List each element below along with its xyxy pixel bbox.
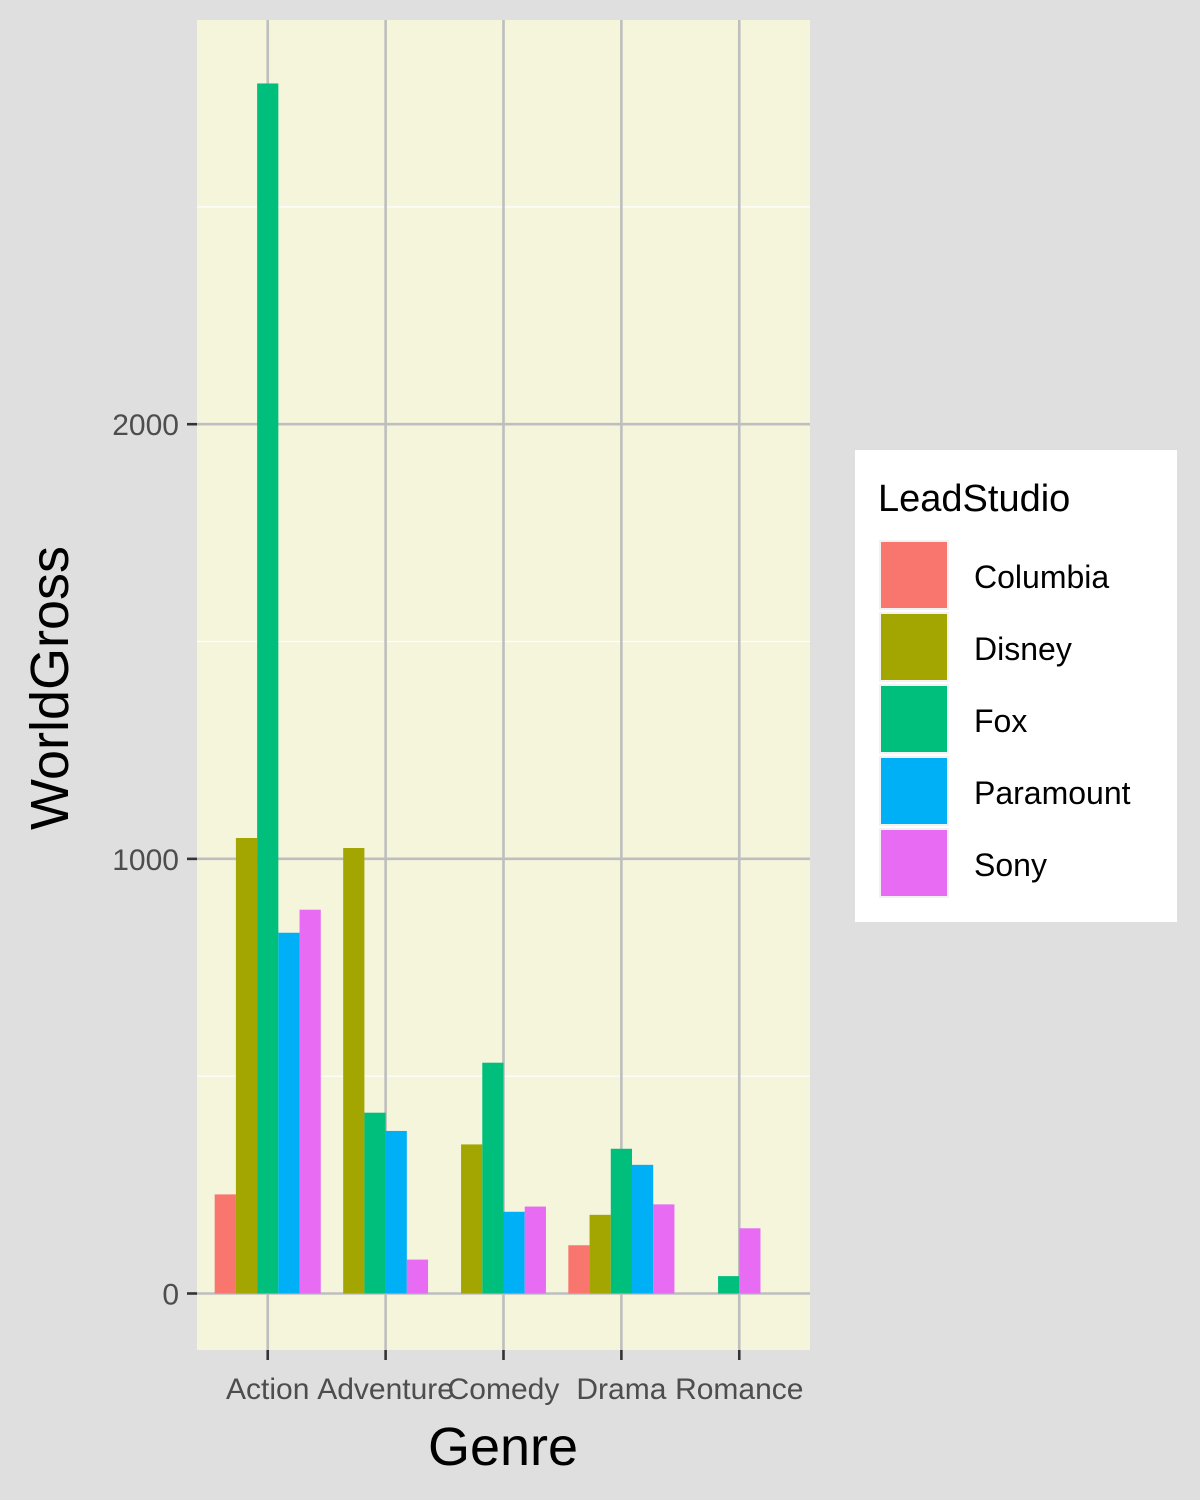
bar-drama-paramount: [631, 1164, 654, 1294]
bar-adventure-sony: [406, 1259, 429, 1294]
x-tick-label: Action: [226, 1373, 309, 1406]
legend-title: LeadStudio: [878, 478, 1070, 520]
legend-swatch-columbia: [881, 542, 947, 608]
legend-label-disney: Disney: [974, 631, 1072, 667]
x-axis-title: Genre: [428, 1417, 578, 1477]
x-tick-label: Romance: [675, 1373, 803, 1406]
x-tick-label: Drama: [576, 1373, 666, 1406]
bar-adventure-fox: [364, 1112, 386, 1294]
bar-drama-fox: [610, 1148, 632, 1294]
bar-action-columbia: [214, 1194, 236, 1294]
bar-drama-columbia: [568, 1245, 590, 1294]
legend-swatch-paramount: [881, 758, 947, 824]
x-tick-label: Adventure: [317, 1373, 454, 1406]
bar-comedy-paramount: [503, 1211, 525, 1294]
bar-action-fox: [257, 83, 279, 1294]
bar-adventure-paramount: [385, 1130, 407, 1294]
y-tick-label: 2000: [112, 409, 179, 442]
bar-adventure-disney: [343, 847, 365, 1294]
bars: [214, 83, 761, 1294]
legend-label-paramount: Paramount: [974, 775, 1131, 811]
legend-swatch-sony: [881, 830, 947, 896]
legend-label-sony: Sony: [974, 847, 1047, 883]
x-tick-label: Comedy: [448, 1373, 560, 1406]
y-axis-title: WorldGross: [20, 546, 80, 830]
legend-label-fox: Fox: [974, 703, 1027, 739]
legend-swatch-disney: [881, 614, 947, 680]
bar-comedy-fox: [482, 1062, 504, 1294]
bar-action-paramount: [278, 932, 300, 1294]
bar-comedy-sony: [524, 1206, 546, 1294]
bar-drama-disney: [589, 1214, 611, 1294]
y-tick-label: 1000: [112, 844, 179, 877]
bar-action-disney: [235, 837, 258, 1294]
bar-comedy-disney: [461, 1144, 483, 1294]
legend-items: Columbia Disney Fox Paramount Sony: [879, 540, 1131, 898]
bar-drama-sony: [653, 1204, 675, 1294]
legend-label-columbia: Columbia: [974, 559, 1109, 595]
bar-action-sony: [299, 909, 321, 1294]
y-tick-label: 0: [162, 1278, 179, 1311]
legend-swatch-fox: [881, 686, 947, 752]
bar-romance-fox: [718, 1276, 740, 1294]
legend: LeadStudio Columbia Disney Fox Paramount Son…: [855, 450, 1177, 922]
bar-romance-sony: [739, 1228, 761, 1294]
